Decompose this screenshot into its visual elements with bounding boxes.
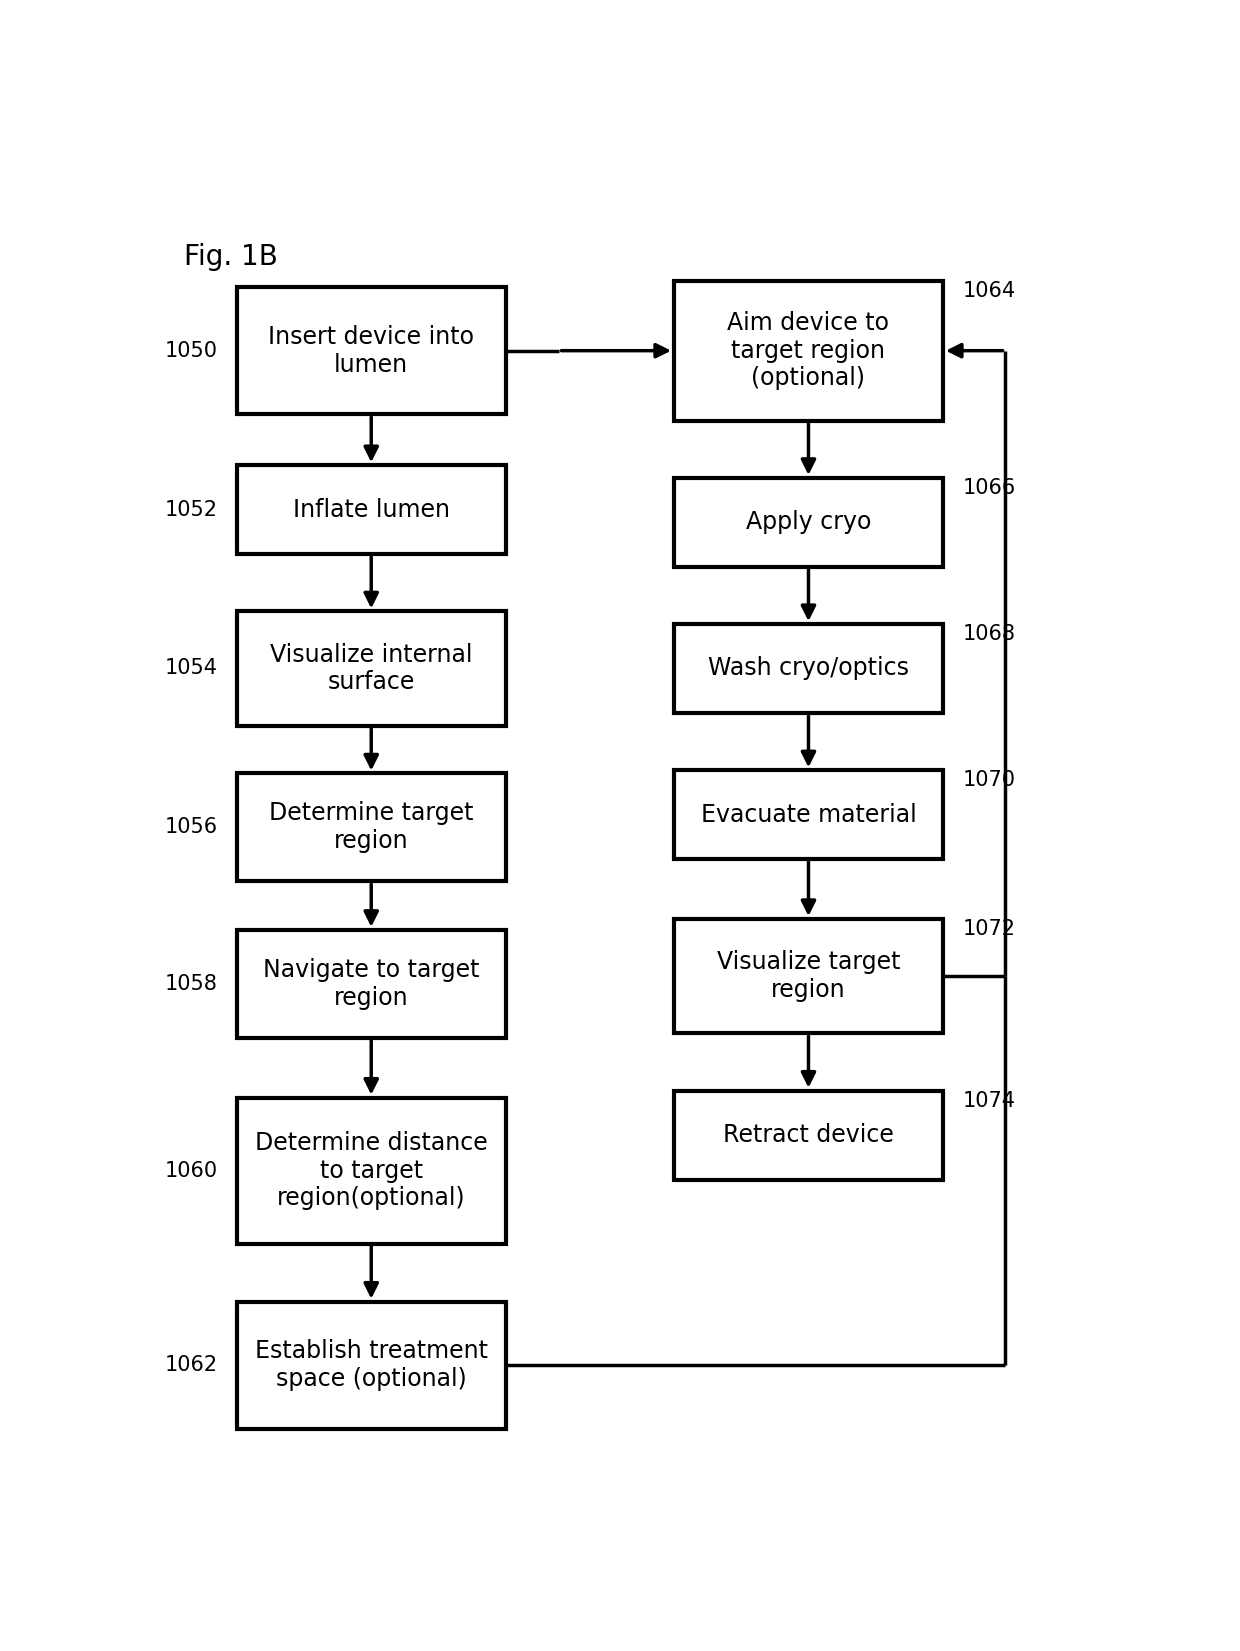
FancyBboxPatch shape <box>675 769 944 859</box>
Text: 1072: 1072 <box>962 920 1016 939</box>
Text: Wash cryo/optics: Wash cryo/optics <box>708 657 909 680</box>
FancyBboxPatch shape <box>675 1091 944 1179</box>
Text: Visualize target
region: Visualize target region <box>717 951 900 1002</box>
Text: 1064: 1064 <box>962 281 1016 300</box>
Text: Determine target
region: Determine target region <box>269 801 474 854</box>
FancyBboxPatch shape <box>675 477 944 566</box>
FancyBboxPatch shape <box>237 1301 506 1428</box>
Text: Aim device to
target region
(optional): Aim device to target region (optional) <box>728 310 889 391</box>
Text: Inflate lumen: Inflate lumen <box>293 497 450 522</box>
Text: 1050: 1050 <box>165 340 217 360</box>
Text: Navigate to target
region: Navigate to target region <box>263 958 480 1010</box>
FancyBboxPatch shape <box>237 930 506 1038</box>
Text: 1074: 1074 <box>962 1091 1016 1111</box>
Text: Evacuate material: Evacuate material <box>701 802 916 827</box>
FancyBboxPatch shape <box>237 1098 506 1243</box>
Text: Establish treatment
space (optional): Establish treatment space (optional) <box>254 1339 487 1392</box>
Text: 1062: 1062 <box>165 1355 217 1375</box>
Text: Insert device into
lumen: Insert device into lumen <box>268 325 474 376</box>
Text: 1054: 1054 <box>165 659 217 679</box>
Text: 1070: 1070 <box>962 769 1016 791</box>
Text: 1060: 1060 <box>165 1161 217 1180</box>
Text: Visualize internal
surface: Visualize internal surface <box>270 642 472 695</box>
Text: 1056: 1056 <box>165 817 217 837</box>
Text: 1058: 1058 <box>165 974 217 994</box>
Text: 1068: 1068 <box>962 624 1016 644</box>
FancyBboxPatch shape <box>675 624 944 713</box>
FancyBboxPatch shape <box>237 466 506 555</box>
Text: Determine distance
to target
region(optional): Determine distance to target region(opti… <box>255 1131 487 1210</box>
Text: Fig. 1B: Fig. 1B <box>184 243 278 271</box>
FancyBboxPatch shape <box>237 287 506 414</box>
FancyBboxPatch shape <box>675 281 944 421</box>
Text: 1066: 1066 <box>962 477 1016 499</box>
FancyBboxPatch shape <box>675 920 944 1034</box>
Text: 1052: 1052 <box>165 500 217 520</box>
Text: Apply cryo: Apply cryo <box>745 510 872 535</box>
Text: Retract device: Retract device <box>723 1123 894 1147</box>
FancyBboxPatch shape <box>237 773 506 882</box>
FancyBboxPatch shape <box>237 611 506 726</box>
